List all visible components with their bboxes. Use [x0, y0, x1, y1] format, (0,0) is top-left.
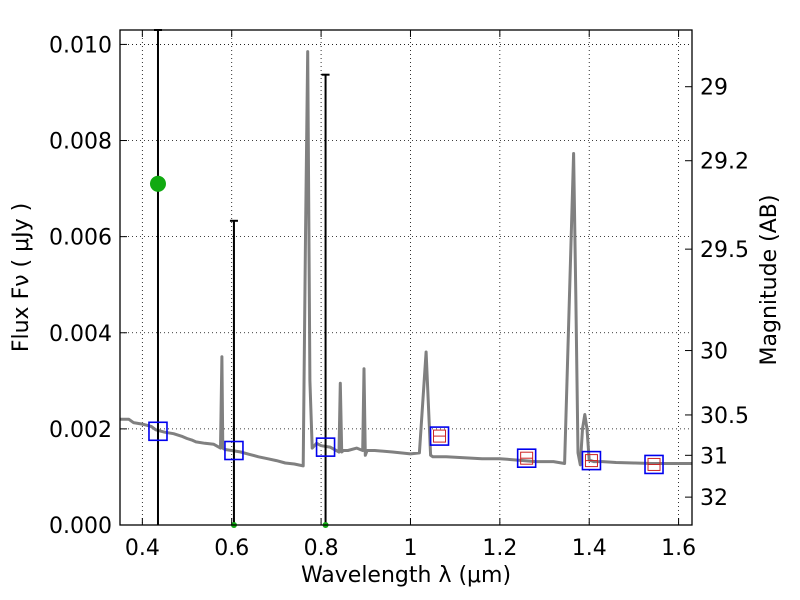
- right-tick-label: 29: [700, 76, 728, 101]
- model-flux-square: [224, 440, 244, 461]
- x-tick-label: 0.8: [304, 536, 339, 561]
- right-tick-label: 32: [700, 486, 728, 511]
- ticks-layer: 0.4 0.6 0.8 1 1.2 1.4 1.6 0.000 0.002 0.004 0.006 0…: [49, 30, 749, 561]
- right-tick-label: 31: [700, 444, 728, 469]
- y-tick-label: 0.010: [49, 33, 112, 58]
- right-axis-label: Magnitude (AB): [757, 195, 782, 366]
- error-bars-layer: [153, 29, 330, 525]
- markers-layer: [148, 175, 664, 528]
- x-tick-label: 1.2: [482, 536, 517, 561]
- y-tick-label: 0.006: [49, 226, 112, 251]
- x-axis-label: Wavelength λ (μm): [301, 563, 511, 588]
- x-tick-label: 0.6: [214, 536, 249, 561]
- y-axis-label: Flux Fν ( μJy ): [9, 203, 34, 352]
- x-tick-label: 1.4: [572, 536, 607, 561]
- model-flux-square: [644, 454, 664, 475]
- x-tick-label: 0.4: [125, 536, 160, 561]
- spectrum-layer: [120, 50, 692, 468]
- right-tick-label: 30: [700, 340, 728, 365]
- model-flux-square: [429, 426, 450, 446]
- y-tick-label: 0.002: [49, 418, 112, 443]
- x-tick-label: 1.6: [661, 536, 696, 561]
- y-tick-label: 0.004: [49, 322, 112, 347]
- observed-point: [149, 175, 166, 192]
- model-flux-square: [315, 437, 336, 457]
- right-tick-label: 30.5: [700, 404, 749, 429]
- y-tick-label: 0.000: [49, 514, 112, 539]
- model-flux-square: [148, 421, 168, 442]
- plot-frame: [119, 29, 693, 526]
- y-tick-label: 0.008: [49, 130, 112, 155]
- model-flux-square: [581, 450, 602, 471]
- right-tick-label: 29.5: [700, 238, 749, 263]
- grid: [120, 30, 692, 526]
- spectrum-line: [120, 50, 692, 468]
- right-tick-label: 29.2: [700, 150, 749, 175]
- model-flux-square: [516, 448, 537, 468]
- x-tick-label: 1: [403, 536, 417, 561]
